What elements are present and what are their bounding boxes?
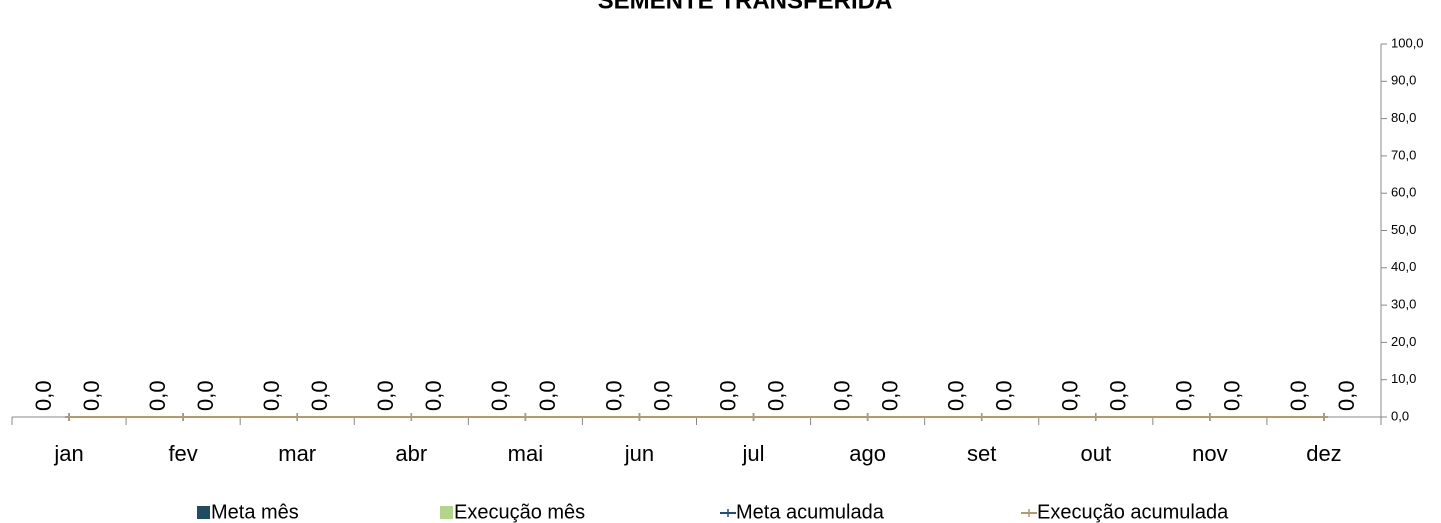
line-marker: [179, 413, 188, 421]
y-tick-label: 50,0: [1391, 222, 1416, 237]
y-tick-label: 70,0: [1391, 147, 1416, 162]
line-marker: [1091, 413, 1100, 421]
value-label: 0,0: [649, 380, 674, 411]
value-label: 0,0: [944, 380, 969, 411]
value-label: 0,0: [877, 380, 902, 411]
x-tick-label: jun: [624, 441, 654, 466]
y-tick-label: 60,0: [1391, 185, 1416, 200]
y-tick-label: 20,0: [1391, 334, 1416, 349]
value-label: 0,0: [145, 380, 170, 411]
value-label: 0,0: [763, 380, 788, 411]
legend-marker: [1025, 509, 1033, 517]
legend-marker: [724, 509, 732, 517]
y-tick-label: 100,0: [1391, 35, 1424, 50]
value-label: 0,0: [829, 380, 854, 411]
value-label: 0,0: [193, 380, 218, 411]
value-label: 0,0: [31, 380, 56, 411]
x-tick-label: mar: [278, 441, 316, 466]
line-marker: [293, 413, 302, 421]
value-label: 0,0: [79, 380, 104, 411]
line-marker: [521, 413, 530, 421]
x-tick-label: jul: [742, 441, 765, 466]
y-tick-label: 0,0: [1391, 408, 1409, 423]
line-marker: [977, 413, 986, 421]
x-tick-label: fev: [168, 441, 197, 466]
value-label: 0,0: [421, 380, 446, 411]
value-label: 0,0: [487, 380, 512, 411]
line-marker: [1319, 413, 1328, 421]
legend-label: Meta acumulada: [736, 501, 885, 523]
line-marker: [1205, 413, 1214, 421]
value-label: 0,0: [373, 380, 398, 411]
y-tick-label: 10,0: [1391, 371, 1416, 386]
y-tick-label: 40,0: [1391, 259, 1416, 274]
line-marker: [407, 413, 416, 421]
value-label: 0,0: [307, 380, 332, 411]
legend-label: Execução mês: [454, 501, 585, 523]
line-marker: [635, 413, 644, 421]
line-marker: [65, 413, 74, 421]
value-label: 0,0: [1220, 380, 1245, 411]
value-label: 0,0: [1172, 380, 1197, 411]
legend-swatch: [197, 506, 210, 519]
y-tick-label: 30,0: [1391, 297, 1416, 312]
legend-swatch: [440, 506, 453, 519]
legend-label: Meta mês: [211, 501, 299, 523]
x-tick-label: jan: [53, 441, 83, 466]
line-marker: [863, 413, 872, 421]
value-label: 0,0: [1286, 380, 1311, 411]
chart-title: SEMENTE TRANSFERIDA: [598, 0, 893, 14]
x-tick-label: abr: [395, 441, 427, 466]
x-tick-label: ago: [849, 441, 886, 466]
value-label: 0,0: [535, 380, 560, 411]
legend-label: Execução acumulada: [1037, 501, 1229, 523]
x-tick-label: dez: [1306, 441, 1341, 466]
y-tick-label: 90,0: [1391, 73, 1416, 88]
line-marker: [749, 413, 758, 421]
value-label: 0,0: [1334, 380, 1359, 411]
value-label: 0,0: [715, 380, 740, 411]
x-tick-label: mai: [508, 441, 543, 466]
x-tick-label: out: [1080, 441, 1111, 466]
x-tick-label: nov: [1192, 441, 1227, 466]
value-label: 0,0: [1058, 380, 1083, 411]
value-label: 0,0: [1106, 380, 1131, 411]
x-tick-label: set: [967, 441, 996, 466]
y-tick-label: 80,0: [1391, 110, 1416, 125]
value-label: 0,0: [259, 380, 284, 411]
value-label: 0,0: [992, 380, 1017, 411]
value-label: 0,0: [601, 380, 626, 411]
